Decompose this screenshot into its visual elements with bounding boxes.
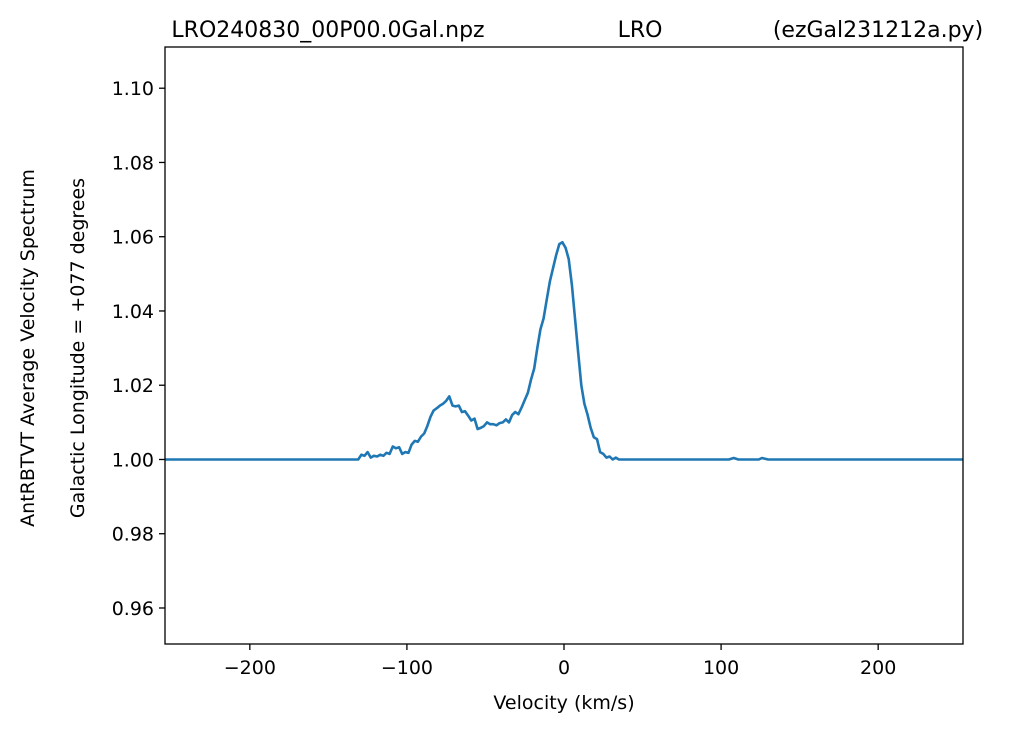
y-tick-label: 1.08 bbox=[112, 152, 154, 174]
x-tick-label: 200 bbox=[860, 657, 896, 679]
plot-frame bbox=[164, 46, 964, 645]
y-tick-label: 0.96 bbox=[112, 598, 154, 620]
y-tick-label: 1.02 bbox=[112, 375, 154, 397]
y-axis-label-line-2: Galactic Longitude = +077 degrees bbox=[67, 178, 89, 518]
x-axis-label: Velocity (km/s) bbox=[493, 692, 634, 714]
plot-area: −200 −100 0 100 200 0.96 0.98 1.00 1.02 1.04 1.06 1… bbox=[112, 46, 964, 679]
y-tick-label: 1.04 bbox=[112, 301, 154, 323]
y-axis-label-line-1: AntRBTVT Average Velocity Spectrum bbox=[17, 169, 39, 527]
x-tick-label: 0 bbox=[558, 657, 570, 679]
chart-title-filename: LRO240830_00P00.0Gal.npz bbox=[171, 18, 484, 43]
y-tick-label: 1.00 bbox=[112, 449, 154, 471]
chart-title-script: (ezGal231212a.py) bbox=[773, 18, 983, 43]
y-tick-label: 1.10 bbox=[112, 78, 154, 100]
x-tick-label: −100 bbox=[381, 657, 433, 679]
chart-title-site: LRO bbox=[618, 18, 663, 43]
chart-title: LRO240830_00P00.0Gal.npz LRO (ezGal23121… bbox=[171, 18, 983, 43]
x-tick-label: 100 bbox=[703, 657, 739, 679]
series-line-0 bbox=[165, 241, 963, 461]
y-tick-label: 0.98 bbox=[112, 524, 154, 546]
x-tick-label: −200 bbox=[224, 657, 276, 679]
y-tick-label: 1.06 bbox=[112, 227, 154, 249]
